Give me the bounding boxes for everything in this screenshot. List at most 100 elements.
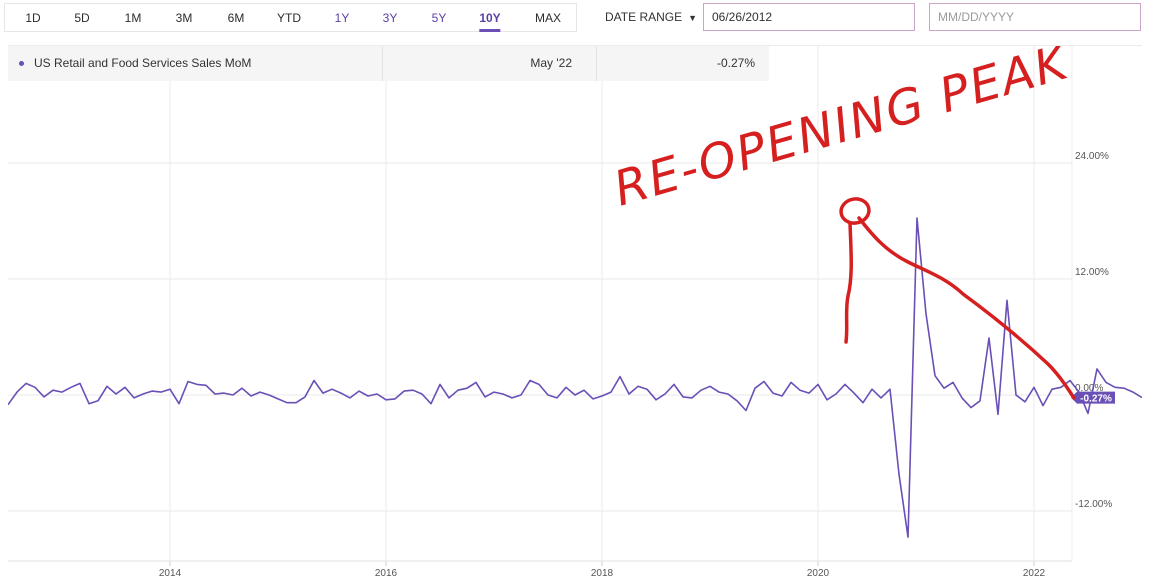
range-button-3m[interactable]: 3M — [175, 11, 193, 25]
data-point — [817, 384, 819, 386]
y-tick-label: -12.00% — [1075, 499, 1112, 510]
end-date-input[interactable] — [929, 3, 1141, 31]
caret-down-icon: ▼ — [688, 13, 698, 23]
data-point — [169, 388, 171, 390]
data-point — [196, 384, 198, 386]
range-button-max[interactable]: MAX — [534, 11, 562, 25]
data-point — [61, 391, 63, 393]
data-point — [601, 395, 603, 397]
range-button-5d[interactable]: 5D — [74, 11, 90, 25]
data-point — [835, 393, 837, 395]
data-point — [322, 392, 324, 394]
data-point — [754, 387, 756, 389]
range-button-1y[interactable]: 1Y — [334, 11, 350, 25]
data-point — [25, 383, 27, 385]
data-point — [619, 376, 621, 378]
data-point — [223, 392, 225, 394]
x-tick-label: 2018 — [591, 568, 614, 579]
data-point — [43, 396, 45, 398]
data-point — [763, 381, 765, 383]
data-point — [340, 392, 342, 394]
date-range-dropdown[interactable]: DATE RANGE ▼ — [605, 3, 697, 31]
data-point — [277, 398, 279, 400]
data-point — [79, 383, 81, 385]
data-point — [700, 389, 702, 391]
data-point — [502, 393, 504, 395]
data-point — [943, 387, 945, 389]
range-button-6m[interactable]: 6M — [227, 11, 245, 25]
data-point — [214, 393, 216, 395]
data-point — [673, 384, 675, 386]
data-point — [421, 393, 423, 395]
toolbar: 1D 5D 1M 3M 6M YTD 1Y 3Y 5Y 10Y MAX DATE RANGE ▼ — [0, 0, 1159, 38]
data-point — [250, 395, 252, 397]
data-point — [547, 394, 549, 396]
data-point — [457, 389, 459, 391]
data-point — [241, 387, 243, 389]
data-point — [475, 382, 477, 384]
data-point — [493, 391, 495, 393]
trend-line-annotation — [857, 216, 1076, 400]
data-point — [205, 385, 207, 387]
data-point — [565, 387, 567, 389]
date-range-label: DATE RANGE — [605, 10, 683, 24]
last-value-badge — [1071, 391, 1115, 404]
data-point — [583, 389, 585, 391]
data-point — [880, 397, 882, 399]
data-point — [376, 393, 378, 395]
last-value-label: -0.27% — [1080, 394, 1112, 405]
legend-divider — [596, 46, 597, 81]
data-point — [970, 407, 972, 409]
data-point — [412, 389, 414, 391]
data-point — [682, 396, 684, 398]
data-point — [745, 410, 747, 412]
data-point — [430, 403, 432, 405]
data-point — [1042, 405, 1044, 407]
data-point — [934, 375, 936, 377]
data-point — [1069, 380, 1071, 382]
data-point — [1114, 387, 1116, 389]
data-point — [664, 393, 666, 395]
data-point — [1033, 387, 1035, 389]
data-point — [727, 393, 729, 395]
data-point — [556, 397, 558, 399]
y-tick-label: 0.00% — [1075, 383, 1103, 394]
y-tick-label: 12.00% — [1075, 267, 1109, 278]
data-point — [898, 474, 900, 476]
data-point — [385, 399, 387, 401]
data-point — [52, 389, 54, 391]
data-point — [916, 217, 918, 219]
range-button-3y[interactable]: 3Y — [382, 11, 398, 25]
x-tick-label: 2022 — [1023, 568, 1046, 579]
data-point — [808, 392, 810, 394]
data-point — [349, 397, 351, 399]
data-point — [1024, 401, 1026, 403]
data-point — [862, 402, 864, 404]
data-point — [439, 384, 441, 386]
range-button-5y[interactable]: 5Y — [431, 11, 447, 25]
data-point — [511, 397, 513, 399]
y-tick-label: 24.00% — [1075, 151, 1109, 162]
data-point — [115, 393, 117, 395]
legend-date: May '22 — [530, 56, 572, 70]
data-point — [295, 402, 297, 404]
range-button-1m[interactable]: 1M — [124, 11, 142, 25]
data-point — [1123, 387, 1125, 389]
data-point — [466, 387, 468, 389]
range-button-1d[interactable]: 1D — [25, 11, 41, 25]
data-point — [403, 390, 405, 392]
data-point — [853, 392, 855, 394]
start-date-input[interactable] — [703, 3, 915, 31]
range-button-ytd[interactable]: YTD — [277, 11, 301, 25]
data-point — [259, 391, 261, 393]
range-button-10y[interactable]: 10Y — [479, 4, 502, 32]
legend-value: -0.27% — [716, 56, 755, 70]
data-point — [313, 380, 315, 382]
data-point — [106, 386, 108, 388]
data-point — [304, 396, 306, 398]
data-point — [538, 384, 540, 386]
data-point — [889, 388, 891, 390]
data-point — [646, 388, 648, 390]
data-point — [520, 394, 522, 396]
data-point — [988, 337, 990, 339]
